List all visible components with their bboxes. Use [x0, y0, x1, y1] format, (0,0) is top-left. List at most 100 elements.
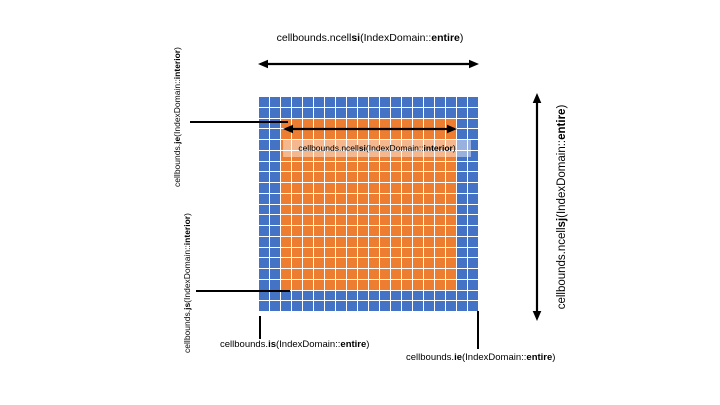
interior-cell — [391, 150, 401, 161]
interior-cell — [391, 172, 401, 182]
halo-cell — [259, 183, 269, 193]
interior-cell — [413, 269, 423, 279]
interior-cell — [303, 226, 313, 236]
halo-cell — [347, 97, 357, 107]
halo-cell — [380, 107, 390, 118]
interior-cell — [446, 150, 456, 161]
label-je-interior: cellbounds.je(IndexDomain::interior) — [171, 35, 183, 199]
interior-cell — [325, 258, 335, 268]
interior-cell — [446, 118, 456, 129]
interior-cell — [325, 226, 335, 236]
interior-cell — [336, 150, 346, 161]
interior-cell — [358, 161, 368, 172]
interior-cell — [369, 258, 379, 268]
interior-cell — [413, 172, 423, 182]
interior-cell — [413, 204, 423, 215]
interior-cell — [402, 215, 412, 225]
interior-cell — [281, 140, 291, 150]
halo-cell — [259, 97, 269, 107]
interior-cell — [358, 279, 368, 290]
interior-cell — [424, 140, 434, 150]
halo-cell — [347, 107, 357, 118]
label-key: sj — [556, 217, 568, 228]
halo-cell — [259, 193, 269, 204]
halo-cell — [457, 247, 467, 258]
label-domain: interior — [423, 143, 453, 153]
label-key: js — [182, 302, 192, 310]
interior-cell — [347, 129, 357, 139]
halo-cell — [457, 258, 467, 268]
halo-cell — [424, 107, 434, 118]
halo-cell — [281, 97, 291, 107]
halo-cell — [380, 301, 390, 311]
label-domain: entire — [526, 352, 553, 363]
label-text: (IndexDomain:: — [365, 143, 424, 153]
halo-cell — [424, 97, 434, 107]
halo-cell — [457, 193, 467, 204]
halo-cell — [435, 301, 445, 311]
interior-cell — [413, 183, 423, 193]
interior-cell — [358, 193, 368, 204]
halo-cell — [259, 129, 269, 139]
halo-cell — [270, 118, 280, 129]
interior-cell — [336, 258, 346, 268]
interior-cell — [369, 172, 379, 182]
interior-cell — [402, 226, 412, 236]
halo-cell — [270, 215, 280, 225]
interior-cell — [303, 118, 313, 129]
interior-cell — [446, 204, 456, 215]
halo-cell — [358, 290, 368, 301]
halo-cell — [369, 97, 379, 107]
halo-cell — [446, 290, 456, 301]
label-text: cellbounds. — [182, 309, 192, 353]
interior-cell — [369, 279, 379, 290]
interior-cell — [369, 193, 379, 204]
halo-cell — [259, 215, 269, 225]
interior-cell — [325, 269, 335, 279]
interior-cell — [281, 247, 291, 258]
interior-cell — [402, 204, 412, 215]
interior-cell — [281, 118, 291, 129]
interior-cell — [369, 118, 379, 129]
halo-cell — [259, 140, 269, 150]
interior-cell — [402, 118, 412, 129]
label-key: ie — [454, 352, 462, 363]
cell-grid — [259, 97, 478, 311]
interior-cell — [358, 215, 368, 225]
interior-cell — [424, 150, 434, 161]
halo-cell — [259, 290, 269, 301]
interior-cell — [292, 161, 302, 172]
halo-cell — [413, 107, 423, 118]
je-pointer-line — [190, 121, 288, 123]
label-text: ) — [552, 352, 556, 363]
halo-cell — [259, 118, 269, 129]
interior-cell — [347, 269, 357, 279]
halo-cell — [446, 97, 456, 107]
interior-cell — [424, 204, 434, 215]
interior-cell — [391, 118, 401, 129]
halo-cell — [259, 258, 269, 268]
interior-cell — [369, 183, 379, 193]
interior-cell — [391, 183, 401, 193]
interior-cell — [314, 150, 324, 161]
interior-cell — [336, 279, 346, 290]
interior-cell — [281, 279, 291, 290]
halo-cell — [457, 183, 467, 193]
interior-cell — [424, 215, 434, 225]
interior-cell — [292, 129, 302, 139]
halo-cell — [347, 301, 357, 311]
label-key: je — [172, 136, 182, 144]
halo-cell — [314, 97, 324, 107]
interior-cell — [314, 258, 324, 268]
halo-cell — [325, 290, 335, 301]
js-pointer-line — [196, 290, 290, 292]
interior-cell — [314, 172, 324, 182]
label-ncellsj-entire: cellbounds.ncellsj(IndexDomain::entire) — [554, 93, 570, 321]
halo-cell — [457, 269, 467, 279]
interior-cell — [325, 236, 335, 247]
halo-cell — [468, 215, 478, 225]
halo-cell — [457, 215, 467, 225]
interior-cell — [281, 161, 291, 172]
interior-cell — [303, 150, 313, 161]
interior-cell — [303, 236, 313, 247]
